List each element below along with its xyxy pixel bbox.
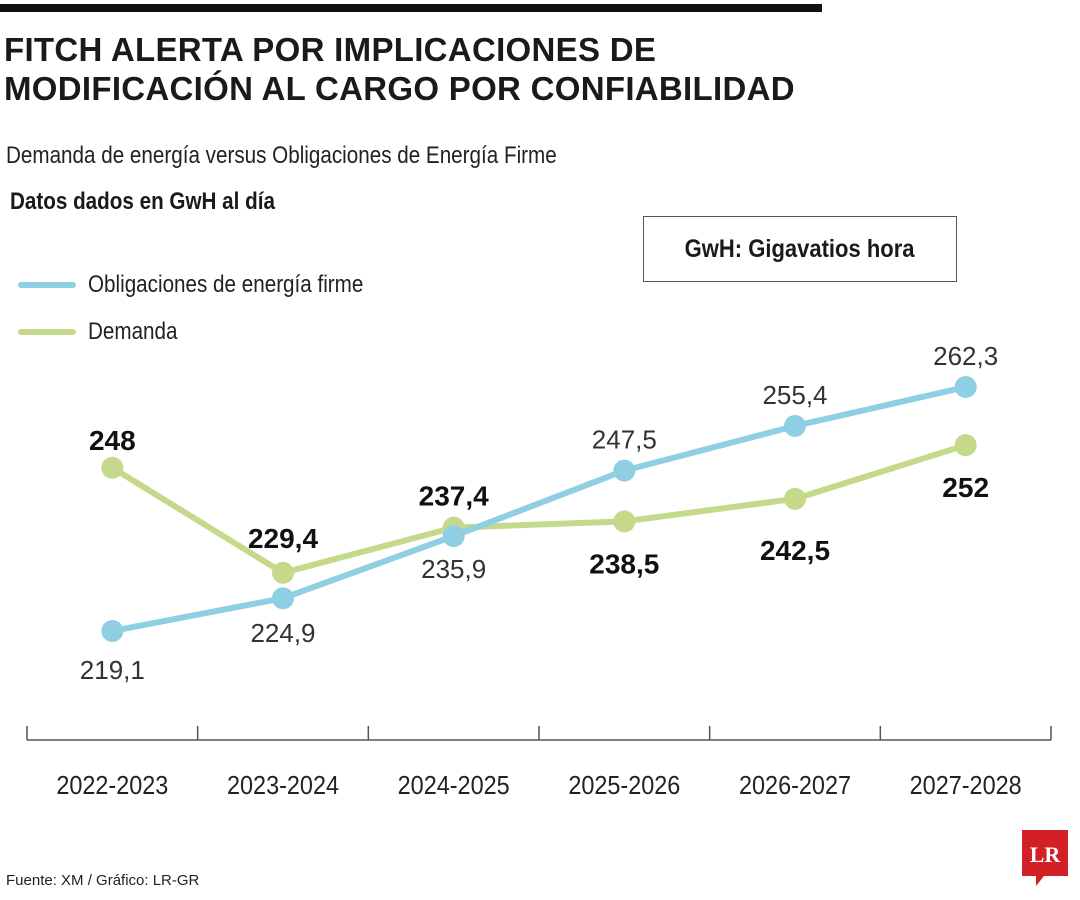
x-tick-label: 2024-2025	[398, 770, 510, 800]
data-labels: 248 229,4 237,4 238,5 242,5 252 219,1 224,9 235,…	[80, 341, 998, 685]
data-point-demanda	[784, 487, 806, 510]
units-definition-text: GwH: Gigavatios hora	[685, 234, 915, 263]
data-label-demanda: 238,5	[589, 548, 659, 579]
data-point-obligaciones	[613, 459, 636, 482]
data-label-demanda: 237,4	[419, 481, 489, 512]
series-line-demanda	[109, 442, 969, 576]
data-point-demanda	[272, 561, 294, 584]
data-label-obligaciones: 219,1	[80, 655, 145, 685]
data-label-obligaciones: 255,4	[762, 380, 827, 410]
chart-subtitle: Demanda de energía versus Obligaciones d…	[6, 142, 557, 169]
source-credit: Fuente: XM / Gráfico: LR-GR	[6, 872, 200, 889]
data-label-demanda: 248	[89, 425, 136, 456]
series-line-obligaciones	[109, 384, 969, 634]
legend-swatch-demanda	[18, 329, 76, 335]
legend-swatch-obligaciones	[18, 282, 76, 288]
legend-item-obligaciones: Obligaciones de energía firme	[18, 270, 408, 300]
chart-title: FITCH ALERTA POR IMPLICACIONES DE MODIFI…	[4, 30, 1064, 108]
legend-item-demanda: Demanda	[18, 317, 192, 347]
data-point-demanda	[101, 456, 124, 479]
data-label-demanda: 229,4	[248, 523, 318, 554]
svg-text:LR: LR	[1030, 842, 1062, 867]
data-point-obligaciones	[954, 376, 977, 398]
x-axis: 2022-2023 2023-2024 2024-2025 2025-2026 2026…	[26, 726, 1052, 800]
data-point-obligaciones	[442, 525, 465, 548]
x-tick-label: 2023-2024	[227, 770, 339, 800]
units-note: Datos dados en GwH al día	[10, 188, 275, 215]
top-rule	[0, 4, 822, 12]
data-label-obligaciones: 224,9	[250, 618, 315, 648]
legend-label-demanda: Demanda	[88, 318, 178, 345]
title-line-1: FITCH ALERTA POR IMPLICACIONES DE	[4, 31, 657, 68]
data-label-demanda: 252	[942, 472, 989, 503]
data-point-demanda	[613, 510, 636, 533]
data-label-obligaciones: 247,5	[592, 425, 657, 455]
data-point-obligaciones	[272, 587, 294, 610]
legend-label-obligaciones: Obligaciones de energía firme	[88, 271, 364, 298]
data-label-obligaciones: 262,3	[933, 341, 998, 371]
data-label-demanda: 242,5	[760, 535, 830, 566]
x-tick-label: 2025-2026	[568, 770, 680, 800]
title-line-2: MODIFICACIÓN AL CARGO POR CONFIABILIDAD	[4, 70, 795, 107]
lr-logo: LR	[1022, 830, 1068, 886]
data-label-obligaciones: 235,9	[421, 554, 486, 584]
series-layer	[101, 376, 977, 642]
x-tick-label: 2026-2027	[739, 770, 851, 800]
data-point-obligaciones	[101, 620, 124, 642]
x-tick-label: 2022-2023	[56, 770, 168, 800]
units-definition-box: GwH: Gigavatios hora	[643, 216, 957, 282]
data-point-obligaciones	[784, 414, 806, 437]
x-tick-label: 2027-2028	[910, 770, 1022, 800]
data-point-demanda	[954, 434, 977, 457]
